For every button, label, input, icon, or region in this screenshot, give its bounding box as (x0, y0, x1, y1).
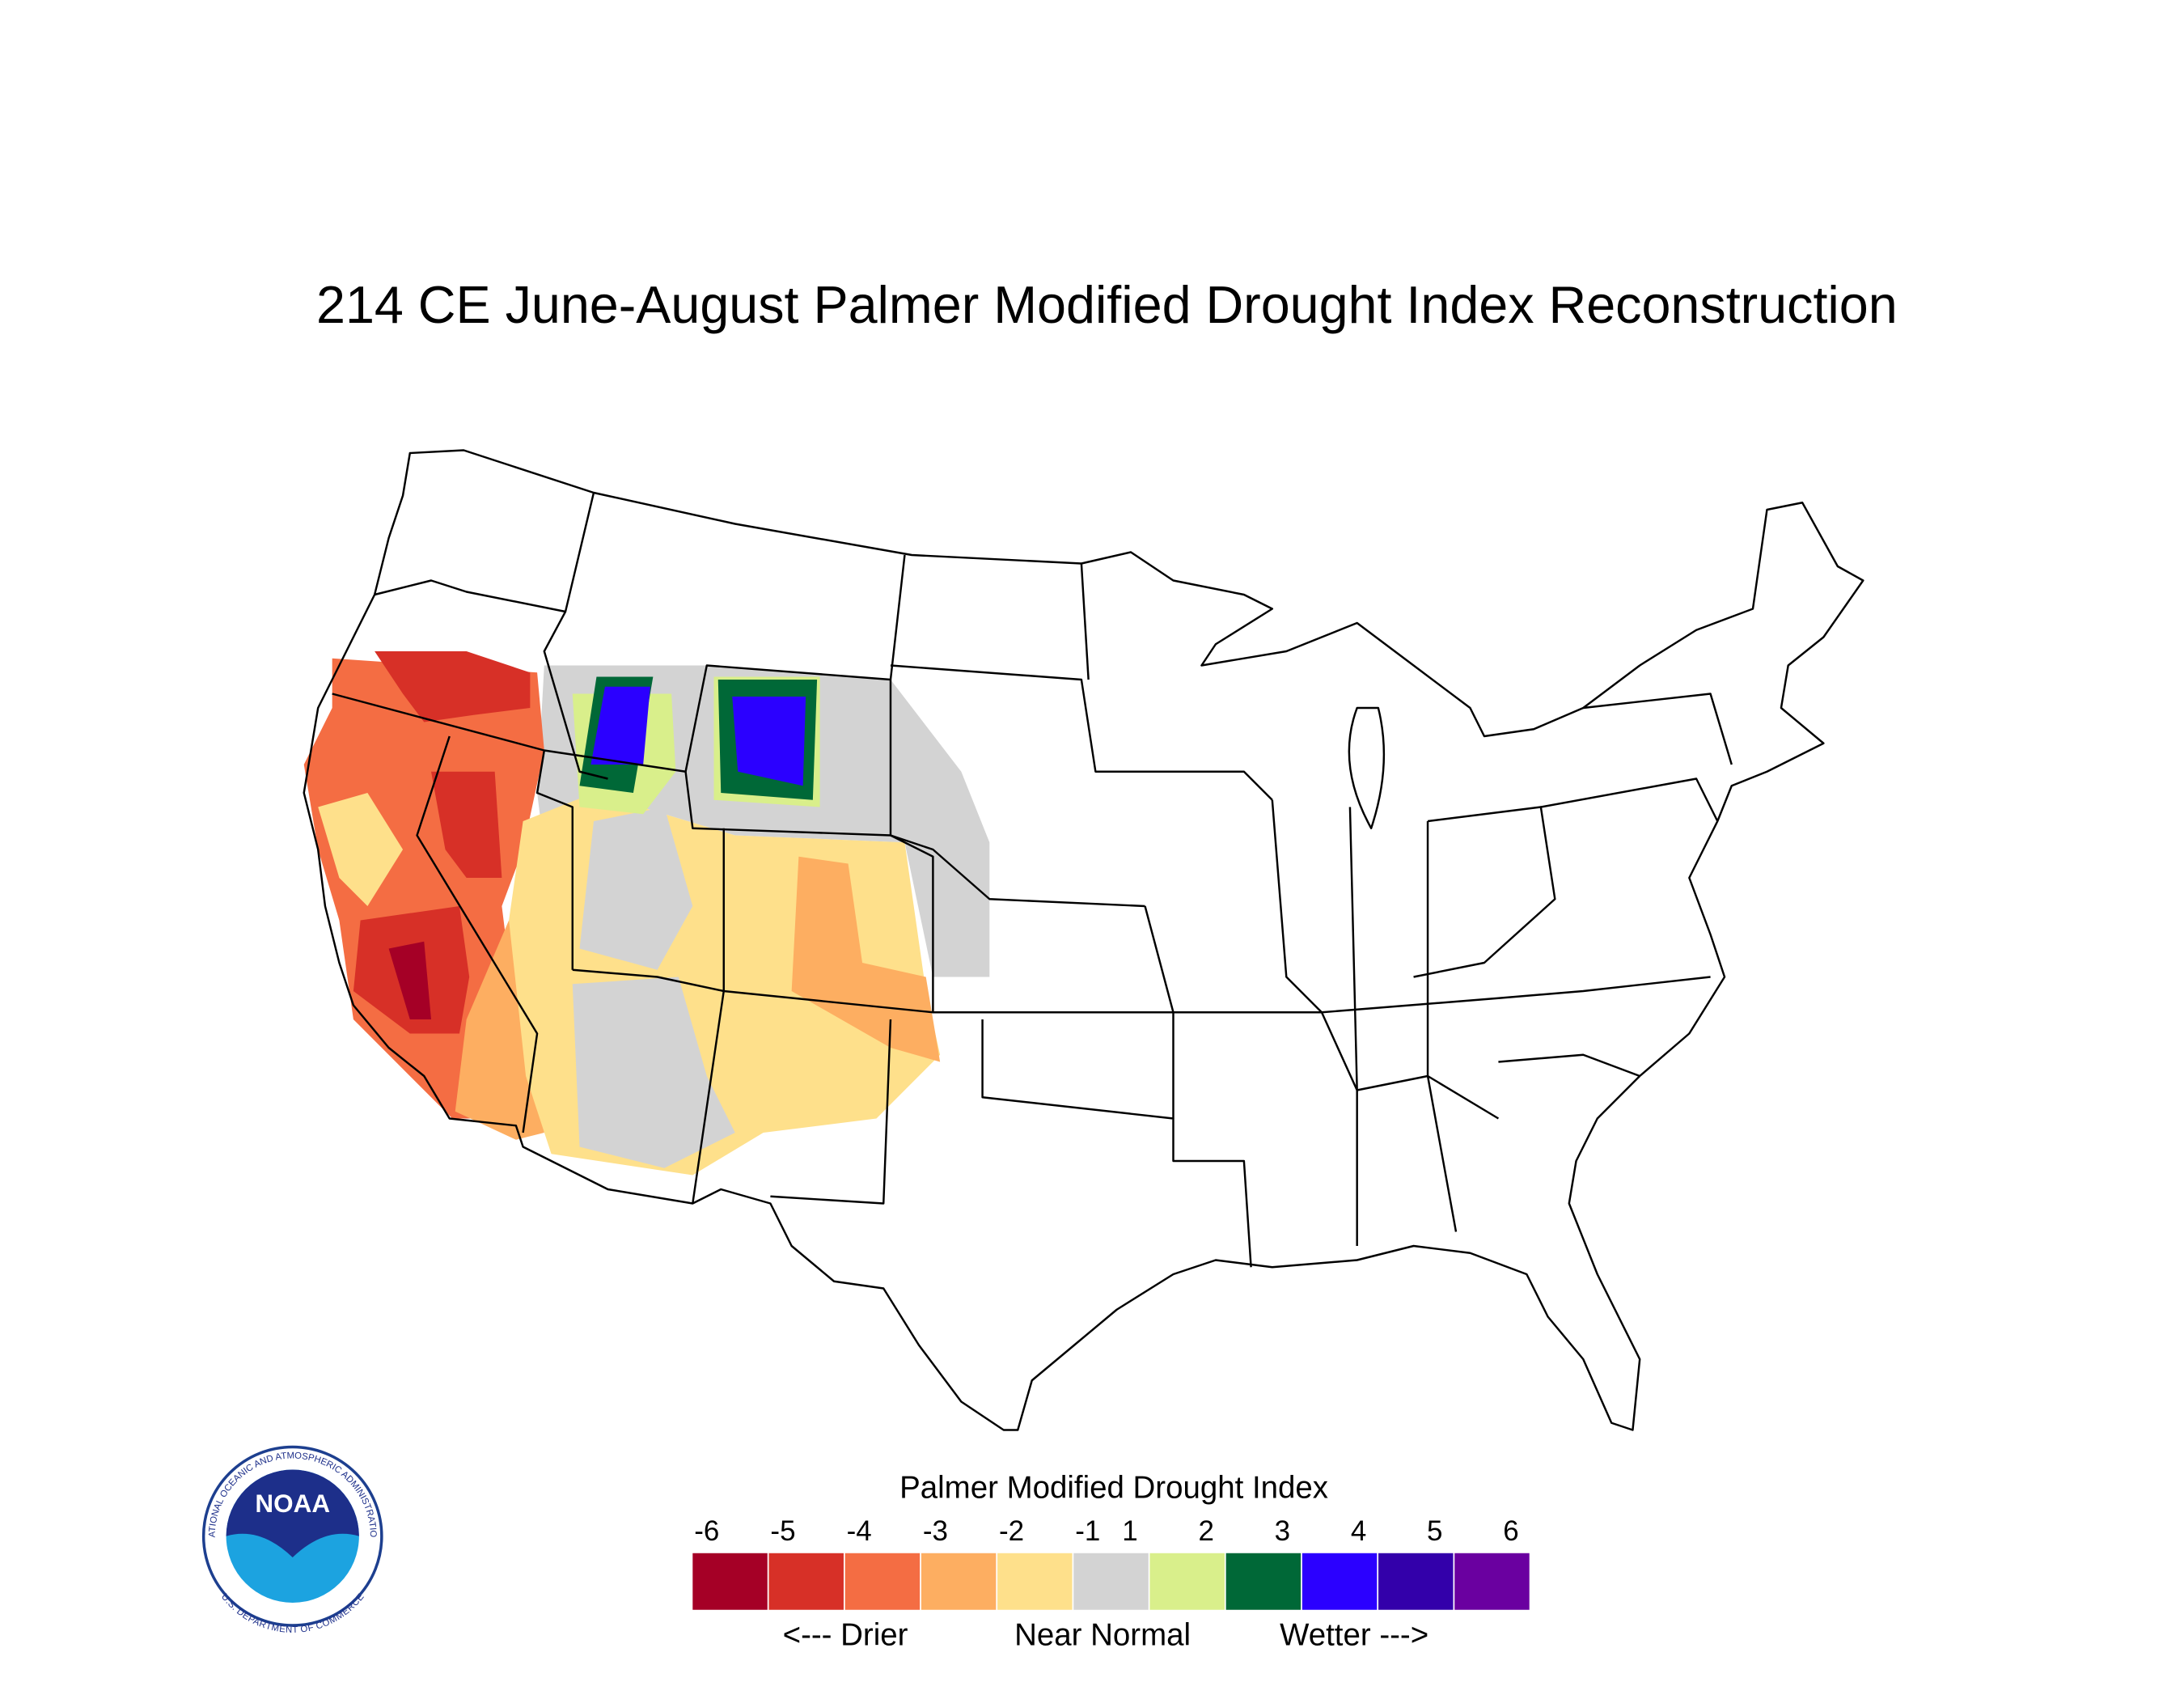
state-border (1144, 905, 1175, 1119)
region-fill (572, 977, 735, 1168)
state-border (332, 693, 934, 1014)
state-border (933, 976, 1711, 1014)
region-fill (375, 651, 531, 722)
legend-label: -5 (770, 1515, 795, 1547)
legend-swatch (1454, 1553, 1530, 1610)
legend-label: -1 (1075, 1515, 1100, 1547)
legend-caption: Near Normal (1014, 1617, 1191, 1652)
legend-swatch (1302, 1553, 1378, 1610)
legend-label: -4 (847, 1515, 872, 1547)
state-border (1498, 1053, 1640, 1078)
state-border (684, 554, 906, 772)
region-fill (431, 771, 502, 878)
state-border (535, 750, 574, 970)
region-fill (791, 856, 941, 1062)
state-border (981, 1019, 1252, 1268)
map-title: 214 CE June-August Palmer Modified Droug… (316, 275, 1898, 334)
state-border (1271, 799, 1500, 1120)
region-fill (590, 686, 650, 765)
legend-caption: Wetter ---> (1280, 1617, 1428, 1652)
legend-label: 1 (1122, 1515, 1137, 1547)
logo-name: NOAA (255, 1489, 330, 1518)
state-border (692, 828, 725, 1204)
legend-label: 3 (1275, 1515, 1290, 1547)
legend-swatch (768, 1553, 844, 1610)
legend-caption: <--- Drier (783, 1617, 908, 1652)
state-border (1348, 807, 1358, 1246)
legend-swatch (997, 1553, 1073, 1610)
state-border (1583, 693, 1733, 765)
drought-field (303, 651, 990, 1176)
lake-michigan (1348, 706, 1386, 829)
state-border (374, 492, 595, 613)
state-border (416, 735, 539, 1133)
legend-label: -2 (999, 1515, 1024, 1547)
us-outline (303, 449, 1864, 1431)
legend: Palmer Modified Drought Index -6 -5 -4 -3 -2… (692, 1470, 1530, 1653)
region-fill (732, 697, 806, 786)
legend-swatch (844, 1553, 921, 1610)
state-border (890, 664, 1273, 801)
region-fill (579, 807, 693, 970)
boundaries (303, 449, 1864, 1431)
legend-label: -6 (694, 1515, 719, 1547)
state-border (1080, 563, 1090, 680)
state-border (770, 1019, 892, 1205)
region-fill (318, 793, 404, 906)
legend-label: 2 (1198, 1515, 1213, 1547)
region-fill (388, 941, 432, 1019)
state-border (543, 611, 608, 780)
legend-label: 5 (1427, 1515, 1442, 1547)
logo-top (226, 1469, 359, 1557)
legend-swatch (692, 1553, 768, 1610)
state-border (1413, 806, 1556, 978)
state-border (1426, 821, 1458, 1232)
legend-swatch (1378, 1553, 1454, 1610)
legend-label: 4 (1351, 1515, 1366, 1547)
legend-swatch (1225, 1553, 1302, 1610)
state-border (1540, 777, 1719, 822)
legend-swatch (921, 1553, 997, 1610)
legend-label: 6 (1503, 1515, 1518, 1547)
legend-title: Palmer Modified Drought Index (899, 1470, 1328, 1505)
legend-swatch (1073, 1553, 1149, 1610)
legend-swatch (1149, 1553, 1225, 1610)
state-border (889, 680, 1145, 908)
legend-label: -3 (923, 1515, 948, 1547)
